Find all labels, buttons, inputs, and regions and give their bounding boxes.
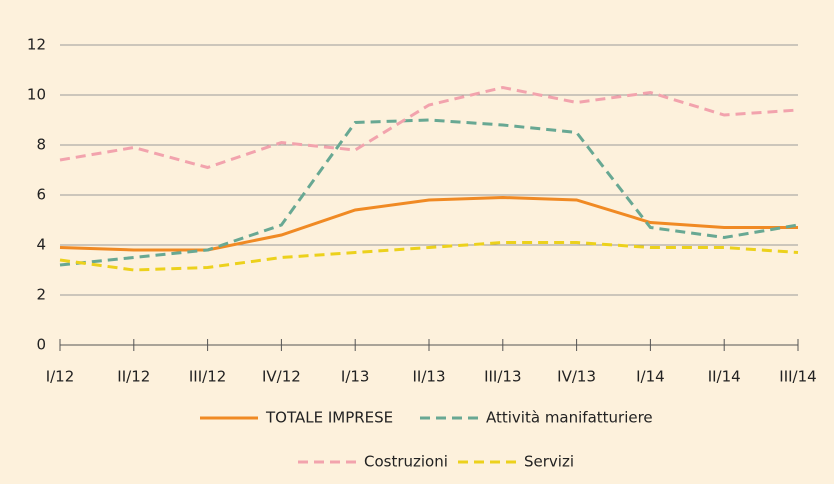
series-line <box>59 85 799 170</box>
x-tick-label: III/12 <box>189 368 226 386</box>
x-tick-label: III/14 <box>779 368 816 386</box>
x-tick-label: I/14 <box>636 368 665 386</box>
y-tick-label: 0 <box>36 336 46 354</box>
x-tick-label: II/12 <box>117 368 150 386</box>
y-tick-label: 8 <box>36 136 46 154</box>
series-line <box>59 195 798 252</box>
series-line <box>59 118 799 267</box>
y-tick-label: 10 <box>27 86 46 104</box>
y-tick-label: 2 <box>36 286 46 304</box>
x-tick-label: III/13 <box>484 368 521 386</box>
x-tick-label: IV/12 <box>262 368 301 386</box>
x-tick-label: II/14 <box>708 368 741 386</box>
series-line <box>59 241 799 272</box>
legend-label: Servizi <box>524 453 574 471</box>
legend-label: TOTALE IMPRESE <box>265 409 393 427</box>
x-tick-label: I/13 <box>341 368 370 386</box>
legend-label: Attività manifatturiere <box>486 409 653 427</box>
y-tick-label: 12 <box>27 36 46 54</box>
legend-label: Costruzioni <box>364 453 448 471</box>
y-tick-label: 6 <box>36 186 46 204</box>
x-tick-label: IV/13 <box>557 368 596 386</box>
x-tick-label: I/12 <box>46 368 75 386</box>
x-tick-label: II/13 <box>413 368 446 386</box>
y-tick-label: 4 <box>36 236 46 254</box>
